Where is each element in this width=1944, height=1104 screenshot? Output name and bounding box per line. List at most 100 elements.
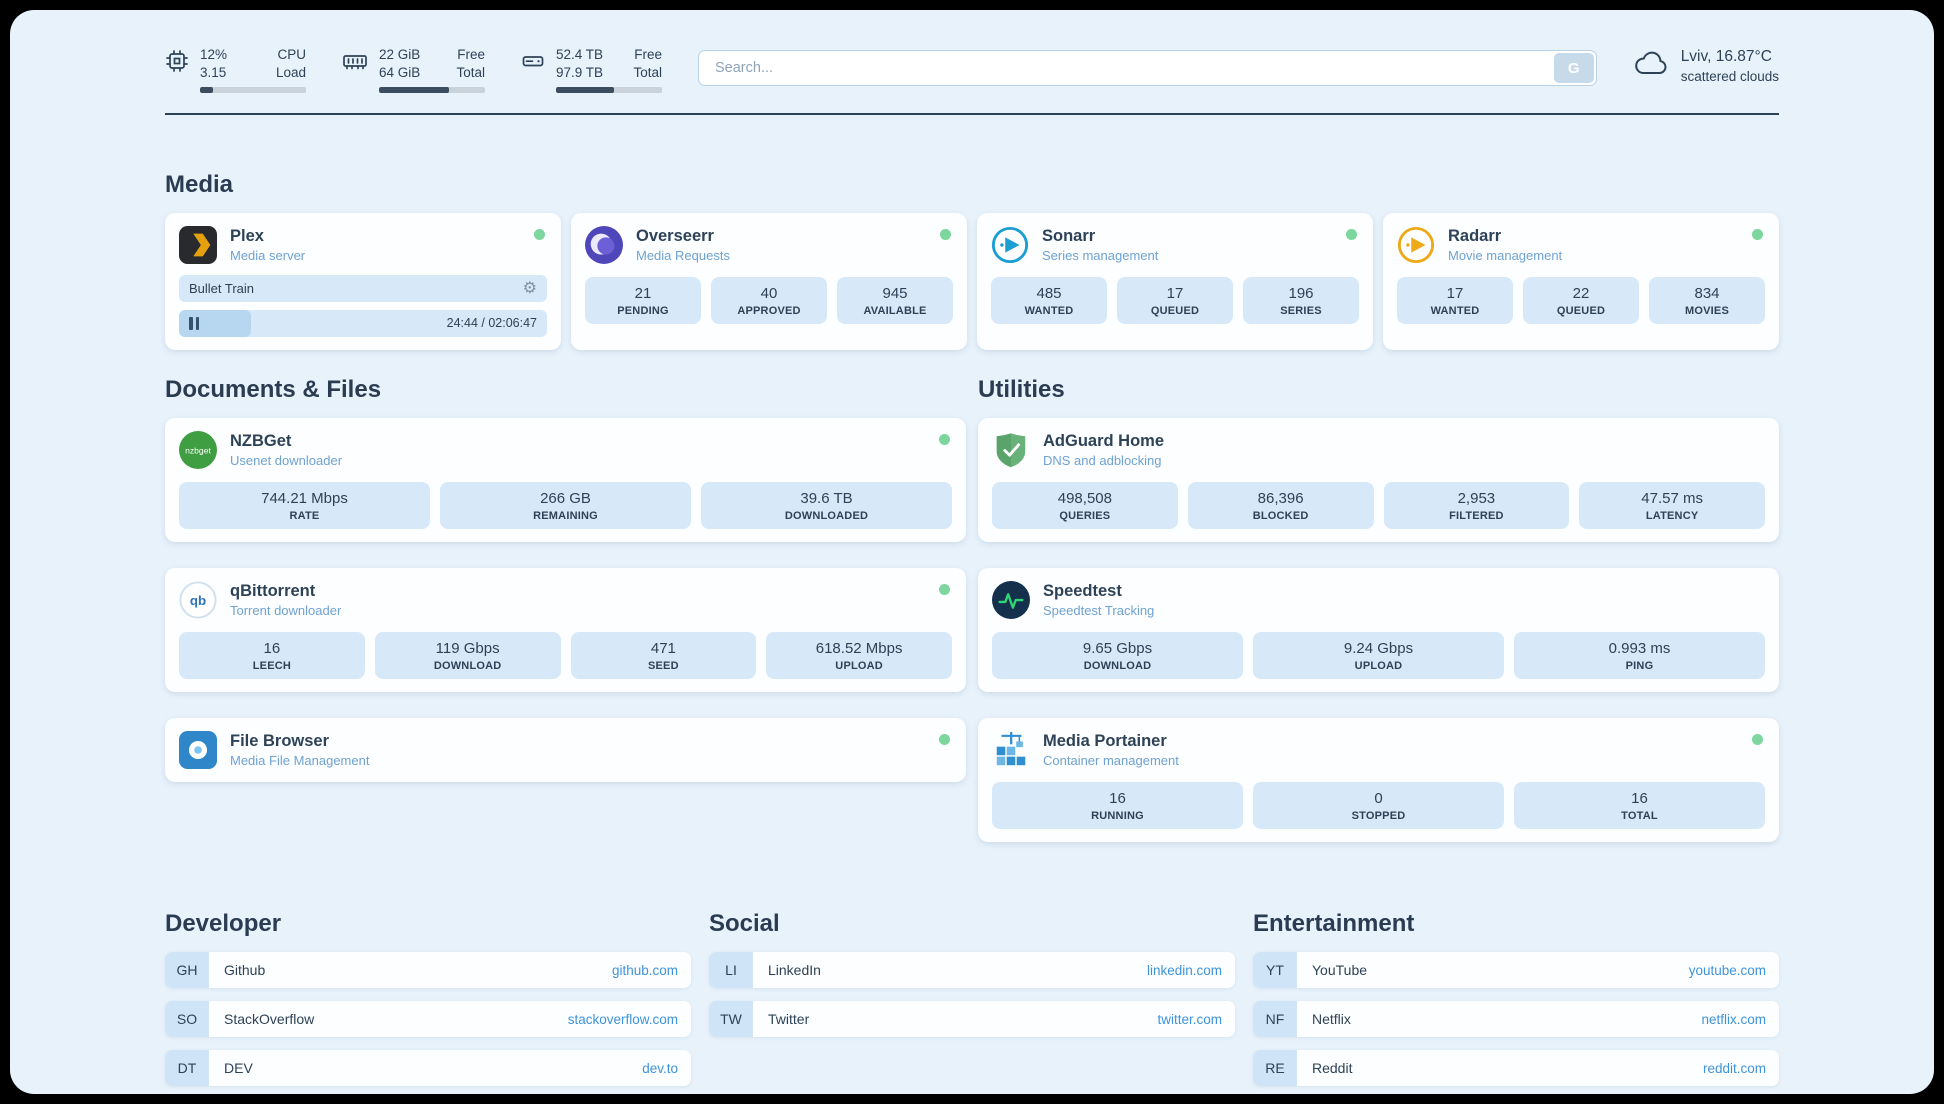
bookmark-name: Github bbox=[224, 962, 266, 979]
bookmark-abbr-badge: YT bbox=[1253, 952, 1297, 989]
bookmark-link[interactable]: youtube.com bbox=[1688, 962, 1766, 978]
app-subtitle: Media File Management bbox=[230, 753, 370, 769]
nzbget-icon: nzbget bbox=[179, 431, 217, 470]
bookmark-link[interactable]: stackoverflow.com bbox=[567, 1011, 678, 1027]
filebrowser-card[interactable]: File Browser Media File Management bbox=[165, 718, 966, 783]
bookmark-abbr-badge: DT bbox=[165, 1050, 209, 1087]
bookmark-name: Reddit bbox=[1312, 1060, 1353, 1077]
playback-progress-bar[interactable]: 24:44 / 02:06:47 bbox=[179, 310, 547, 338]
bookmark-link[interactable]: reddit.com bbox=[1702, 1060, 1766, 1076]
stat-value: 16 bbox=[1109, 790, 1126, 808]
qbittorrent-card[interactable]: qb qBittorrent Torrent downloader 16 LEEC… bbox=[165, 568, 966, 693]
stat-label: WANTED bbox=[1430, 305, 1480, 318]
stat-value: 0 bbox=[1374, 790, 1383, 808]
utilities-column: Utilities AdGuard Home DNS and adblockin… bbox=[978, 376, 1779, 868]
stat-label: QUEUED bbox=[1556, 305, 1606, 318]
bookmark-abbr-badge: TW bbox=[709, 1001, 753, 1038]
search-engine-button[interactable]: G bbox=[1553, 53, 1594, 83]
card-header: Overseerr Media Requests bbox=[585, 226, 953, 265]
stat-label: MOVIES bbox=[1685, 305, 1729, 318]
gear-icon[interactable]: ⚙ bbox=[522, 279, 537, 297]
bookmark-row-reddit[interactable]: RE Reddit reddit.com bbox=[1253, 1050, 1779, 1087]
radarr-icon bbox=[1397, 226, 1435, 264]
stat-value: 471 bbox=[650, 640, 676, 658]
app-title: Media Portainer bbox=[1043, 732, 1167, 751]
stat-value: 21 bbox=[634, 285, 652, 303]
status-dot bbox=[534, 229, 545, 241]
disk-free: 52.4 TB bbox=[556, 47, 604, 62]
disk-icon bbox=[521, 49, 545, 93]
stat-tile: 119 Gbps DOWNLOAD bbox=[374, 632, 561, 680]
nzbget-card[interactable]: nzbget NZBGet Usenet downloader 744.21 M… bbox=[165, 418, 966, 543]
radarr-card[interactable]: Radarr Movie management 17 WANTED 22 QUEUE… bbox=[1383, 213, 1779, 351]
stat-tile: 40 APPROVED bbox=[711, 277, 827, 325]
plex-card[interactable]: Plex Media server Bullet Train ⚙ 24:44 /… bbox=[165, 213, 561, 351]
documents-column: Documents & Files nzbget NZBGet Usenet d… bbox=[165, 376, 966, 868]
stat-value: 47.57 ms bbox=[1641, 490, 1703, 508]
weather-widget: Lviv, 16.87°C scattered clouds bbox=[1633, 48, 1779, 84]
stat-value: 17 bbox=[1166, 285, 1184, 303]
adguard-card[interactable]: AdGuard Home DNS and adblocking 498,508 Q… bbox=[978, 418, 1779, 543]
pause-icon[interactable] bbox=[189, 317, 199, 331]
bookmark-row-dev[interactable]: DT DEV dev.to bbox=[165, 1050, 691, 1087]
app-title: File Browser bbox=[230, 732, 330, 751]
stat-value: 196 bbox=[1288, 285, 1314, 303]
stat-tile: 2,953 FILTERED bbox=[1383, 482, 1570, 530]
stat-value: 16 bbox=[263, 640, 281, 658]
bookmark-link[interactable]: dev.to bbox=[642, 1060, 678, 1076]
bookmark-link[interactable]: twitter.com bbox=[1157, 1011, 1222, 1027]
stat-value: 498,508 bbox=[1057, 490, 1112, 508]
speedtest-card[interactable]: Speedtest Speedtest Tracking 9.65 Gbps DO… bbox=[978, 568, 1779, 693]
bookmark-link[interactable]: linkedin.com bbox=[1146, 962, 1222, 978]
cpu-icon bbox=[165, 49, 189, 93]
overseerr-card[interactable]: Overseerr Media Requests 21 PENDING 40 APP… bbox=[571, 213, 967, 351]
stat-tile: 21 PENDING bbox=[585, 277, 701, 325]
app-title: NZBGet bbox=[230, 432, 292, 451]
search-input[interactable] bbox=[698, 50, 1597, 86]
stat-tile: 9.65 Gbps DOWNLOAD bbox=[992, 632, 1243, 680]
bookmark-row-twitter[interactable]: TW Twitter twitter.com bbox=[709, 1001, 1235, 1038]
cpu-progress-bar bbox=[200, 87, 306, 94]
bookmark-row-linkedin[interactable]: LI LinkedIn linkedin.com bbox=[709, 952, 1235, 989]
stat-tile: 0 STOPPED bbox=[1253, 782, 1504, 830]
bookmark-name: YouTube bbox=[1312, 962, 1368, 979]
stat-label: LATENCY bbox=[1645, 510, 1699, 523]
stat-value: 744.21 Mbps bbox=[261, 490, 348, 508]
stats-row: 16 LEECH 119 Gbps DOWNLOAD 471 SEED 618.52 … bbox=[179, 632, 952, 680]
social-bookmarks: Social LI LinkedIn linkedin.com TW Twitt… bbox=[709, 910, 1235, 1094]
stat-tile: 266 GB REMAINING bbox=[440, 482, 691, 530]
bookmark-row-netflix[interactable]: NF Netflix netflix.com bbox=[1253, 1001, 1779, 1038]
stats-row: 16 RUNNING 0 STOPPED 16 TOTAL bbox=[992, 782, 1765, 830]
card-header: Sonarr Series management bbox=[991, 226, 1359, 264]
app-subtitle: Speedtest Tracking bbox=[1043, 603, 1155, 619]
status-dot bbox=[940, 229, 951, 241]
bookmark-link[interactable]: github.com bbox=[611, 962, 678, 978]
bookmark-link[interactable]: netflix.com bbox=[1701, 1011, 1766, 1027]
stat-label: PING bbox=[1625, 660, 1654, 673]
cloud-icon bbox=[1633, 50, 1669, 83]
stat-label: PENDING bbox=[617, 305, 669, 318]
portainer-card[interactable]: Media Portainer Container management 16 R… bbox=[978, 718, 1779, 843]
stat-label: BLOCKED bbox=[1252, 510, 1309, 523]
bookmark-name: DEV bbox=[224, 1060, 253, 1077]
section-title-developer: Developer bbox=[165, 910, 282, 938]
plex-icon bbox=[179, 226, 217, 265]
stat-label: RUNNING bbox=[1091, 810, 1144, 823]
stats-row: 17 WANTED 22 QUEUED 834 MOVIES bbox=[1397, 277, 1765, 325]
bookmarks-grid: Developer GH Github github.com SO StackO… bbox=[165, 910, 1779, 1094]
app-subtitle: Movie management bbox=[1448, 248, 1563, 264]
stat-tile: 471 SEED bbox=[570, 632, 757, 680]
sonarr-card[interactable]: Sonarr Series management 485 WANTED 17 QUE… bbox=[977, 213, 1373, 351]
disk-metric: 52.4 TB Free 97.9 TB Total bbox=[521, 46, 662, 94]
status-dot bbox=[939, 434, 950, 446]
now-playing-item[interactable]: Bullet Train ⚙ bbox=[179, 275, 547, 303]
section-title-utilities: Utilities bbox=[978, 376, 1065, 404]
bookmark-row-youtube[interactable]: YT YouTube youtube.com bbox=[1253, 952, 1779, 989]
bookmark-abbr-badge: RE bbox=[1253, 1050, 1297, 1087]
bookmark-row-github[interactable]: GH Github github.com bbox=[165, 952, 691, 989]
app-subtitle: Torrent downloader bbox=[230, 603, 342, 619]
bookmark-abbr-badge: LI bbox=[709, 952, 753, 989]
bookmark-row-stackoverflow[interactable]: SO StackOverflow stackoverflow.com bbox=[165, 1001, 691, 1038]
stat-label: TOTAL bbox=[1621, 810, 1658, 823]
stat-label: QUERIES bbox=[1059, 510, 1111, 523]
